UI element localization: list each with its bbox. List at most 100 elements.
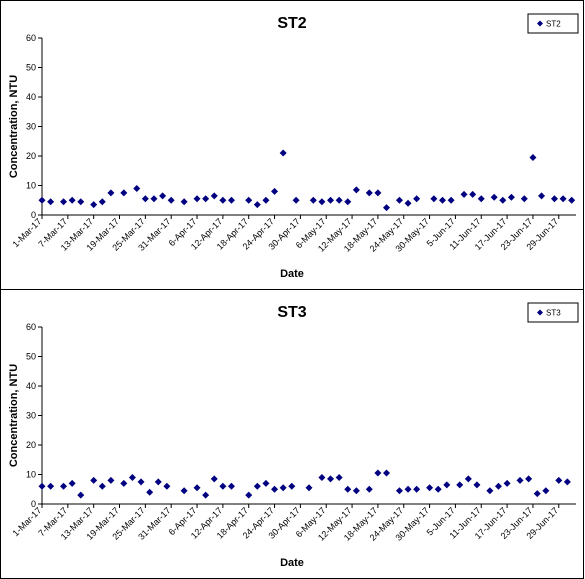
data-point bbox=[490, 193, 498, 201]
data-point bbox=[395, 196, 403, 204]
data-point bbox=[154, 478, 162, 486]
data-point bbox=[146, 488, 154, 496]
chart-svg-st3: ST301020304050601-Mar-177-Mar-1713-Mar-1… bbox=[8, 302, 579, 569]
data-point bbox=[374, 189, 382, 197]
data-point bbox=[344, 485, 352, 493]
data-point bbox=[77, 491, 85, 499]
data-point bbox=[107, 189, 115, 197]
data-point bbox=[202, 491, 210, 499]
data-point bbox=[245, 491, 253, 499]
data-point bbox=[503, 479, 511, 487]
data-point bbox=[193, 484, 201, 492]
data-point bbox=[520, 195, 528, 203]
data-point bbox=[542, 487, 550, 495]
chart-title: ST2 bbox=[277, 15, 306, 32]
x-axis-title: Date bbox=[280, 268, 304, 280]
y-tick-label: 10 bbox=[26, 470, 36, 480]
y-tick-label: 40 bbox=[26, 92, 36, 102]
data-point bbox=[404, 485, 412, 493]
data-point bbox=[279, 484, 287, 492]
data-point bbox=[271, 187, 279, 195]
y-tick-label: 20 bbox=[26, 440, 36, 450]
data-point bbox=[210, 192, 218, 200]
data-point bbox=[563, 478, 571, 486]
data-point bbox=[494, 482, 502, 490]
data-point bbox=[180, 198, 188, 206]
data-point bbox=[507, 193, 515, 201]
data-point bbox=[352, 186, 360, 194]
data-point bbox=[68, 196, 76, 204]
data-point bbox=[460, 190, 468, 198]
data-point bbox=[374, 469, 382, 477]
data-point bbox=[210, 475, 218, 483]
data-point bbox=[525, 475, 533, 483]
legend-marker bbox=[537, 309, 543, 316]
y-tick-label: 50 bbox=[26, 352, 36, 362]
x-axis-title: Date bbox=[280, 557, 304, 569]
data-point bbox=[253, 482, 261, 490]
legend: ST3 bbox=[527, 302, 579, 323]
data-point bbox=[469, 190, 477, 198]
legend-label: ST2 bbox=[546, 20, 561, 29]
data-point bbox=[383, 469, 391, 477]
data-point bbox=[538, 192, 546, 200]
data-point bbox=[365, 189, 373, 197]
data-point bbox=[137, 478, 145, 486]
data-point bbox=[365, 485, 373, 493]
data-point bbox=[150, 195, 158, 203]
data-point bbox=[219, 482, 227, 490]
data-point bbox=[68, 479, 76, 487]
data-point bbox=[279, 149, 287, 157]
data-point bbox=[352, 487, 360, 495]
y-tick-label: 10 bbox=[26, 181, 36, 191]
legend-marker bbox=[537, 20, 543, 27]
data-point bbox=[559, 195, 567, 203]
data-point bbox=[90, 476, 98, 484]
data-point bbox=[529, 153, 537, 161]
y-tick-label: 50 bbox=[26, 63, 36, 73]
data-point bbox=[193, 195, 201, 203]
data-point bbox=[227, 196, 235, 204]
y-tick-label: 30 bbox=[26, 411, 36, 421]
data-point bbox=[335, 473, 343, 481]
data-point bbox=[159, 192, 167, 200]
data-point bbox=[426, 484, 434, 492]
data-point bbox=[555, 476, 563, 484]
legend-box bbox=[527, 13, 579, 34]
data-point bbox=[38, 482, 46, 490]
data-point bbox=[430, 195, 438, 203]
data-point bbox=[568, 196, 576, 204]
data-point bbox=[98, 198, 106, 206]
data-point bbox=[335, 196, 343, 204]
data-point bbox=[456, 481, 464, 489]
data-point bbox=[245, 196, 253, 204]
chart-panel-st3: ST3 0 10 20 30 40 50 60 1-Mar-17 7-Mar-17 13-Mar-1… bbox=[0, 289, 584, 579]
data-point bbox=[60, 482, 68, 490]
y-tick-label: 20 bbox=[26, 151, 36, 161]
data-point bbox=[292, 196, 300, 204]
data-point bbox=[107, 476, 115, 484]
y-tick-label: 60 bbox=[26, 322, 36, 332]
data-point bbox=[262, 479, 270, 487]
data-point bbox=[305, 484, 313, 492]
data-point bbox=[120, 189, 128, 197]
data-point bbox=[38, 196, 46, 204]
data-point bbox=[180, 487, 188, 495]
data-point bbox=[395, 487, 403, 495]
data-point bbox=[167, 196, 175, 204]
chart-panel-st2: ST2 0 10 20 30 40 50 60 1-Mar-17 7-Mar-17 13-Mar-1… bbox=[0, 0, 584, 290]
data-point bbox=[344, 198, 352, 206]
data-point bbox=[318, 473, 326, 481]
data-point bbox=[288, 482, 296, 490]
y-tick-label: 30 bbox=[26, 122, 36, 132]
data-point bbox=[219, 196, 227, 204]
data-point bbox=[309, 196, 317, 204]
data-point bbox=[47, 198, 55, 206]
data-point bbox=[327, 475, 335, 483]
data-point bbox=[133, 184, 141, 192]
data-point bbox=[499, 196, 507, 204]
data-point bbox=[202, 195, 210, 203]
chart-svg-st2: ST201020304050601-Mar-177-Mar-1713-Mar-1… bbox=[8, 13, 579, 280]
data-point bbox=[439, 196, 446, 204]
data-point bbox=[464, 475, 472, 483]
